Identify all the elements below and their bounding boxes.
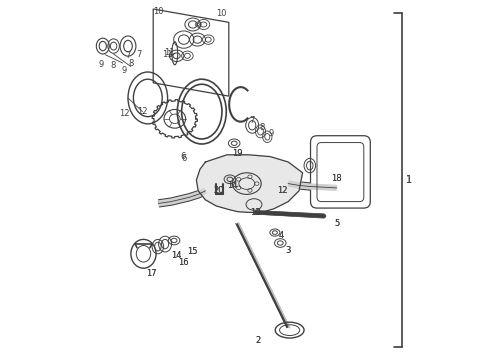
Text: 12: 12 (119, 109, 130, 118)
Text: 1: 1 (406, 175, 412, 185)
Text: 7: 7 (249, 117, 255, 126)
Text: 3: 3 (286, 246, 291, 255)
Text: 2: 2 (255, 336, 260, 345)
Text: 16: 16 (178, 258, 189, 267)
Text: 8: 8 (260, 123, 265, 132)
Text: 14: 14 (227, 181, 238, 190)
Text: 14: 14 (172, 251, 182, 260)
Polygon shape (153, 9, 229, 96)
Text: 12: 12 (137, 107, 147, 116)
Text: 6: 6 (180, 152, 185, 161)
Text: 3: 3 (286, 246, 291, 255)
Text: 12: 12 (277, 186, 288, 195)
Text: 9: 9 (98, 60, 103, 69)
Text: 14: 14 (172, 251, 182, 260)
Text: 4: 4 (278, 231, 284, 240)
Text: 9: 9 (121, 66, 126, 75)
Text: 19: 19 (233, 148, 243, 158)
Text: 17: 17 (146, 269, 157, 278)
Text: 7: 7 (136, 50, 142, 59)
Text: 9: 9 (269, 129, 273, 138)
Text: 5: 5 (334, 219, 340, 228)
Text: 18: 18 (332, 174, 342, 183)
Text: 15: 15 (188, 247, 198, 256)
Text: 8: 8 (128, 58, 134, 68)
Text: 12: 12 (277, 186, 288, 195)
Text: 14: 14 (227, 181, 238, 190)
Text: 10: 10 (152, 7, 163, 16)
Text: 10: 10 (216, 9, 226, 18)
Text: 11: 11 (162, 50, 172, 59)
Polygon shape (196, 155, 303, 212)
Text: 13: 13 (250, 208, 260, 217)
Text: 8: 8 (110, 61, 116, 71)
Text: 4: 4 (278, 231, 284, 240)
Text: 2: 2 (255, 336, 260, 345)
Text: 6: 6 (181, 154, 187, 163)
Text: 17: 17 (146, 269, 157, 278)
Text: 13: 13 (250, 208, 260, 217)
Text: 20: 20 (214, 186, 224, 194)
FancyBboxPatch shape (311, 136, 370, 208)
Text: 20: 20 (214, 186, 224, 194)
Text: 7: 7 (125, 51, 131, 60)
Text: 5: 5 (334, 219, 340, 228)
Text: 15: 15 (188, 247, 198, 256)
Text: 1: 1 (406, 175, 412, 185)
Text: 19: 19 (233, 148, 243, 158)
Text: 16: 16 (178, 258, 189, 267)
Text: 18: 18 (332, 174, 342, 183)
Text: 11: 11 (164, 48, 174, 57)
